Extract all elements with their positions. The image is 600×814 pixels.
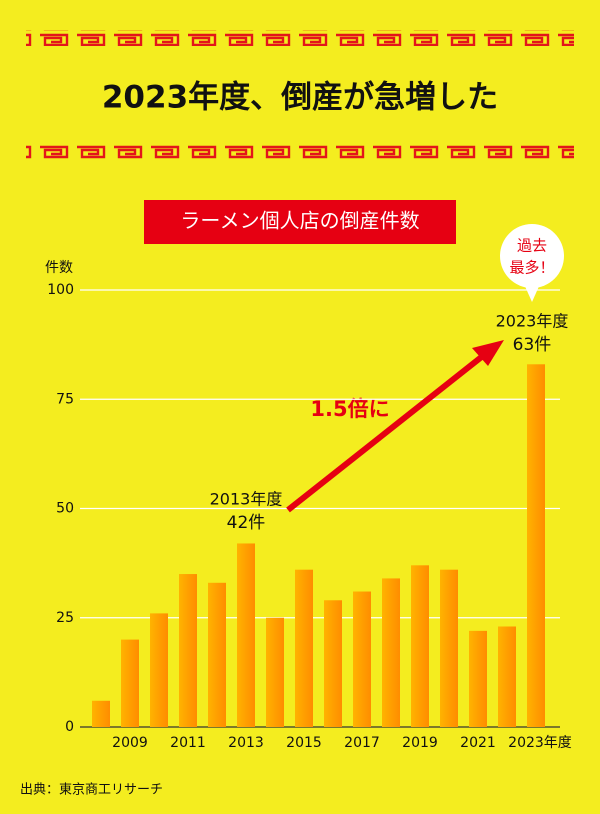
x-tick-label: 2011 xyxy=(170,735,206,751)
annotation: 2023年度 xyxy=(496,312,569,331)
x-tick-label: 2013 xyxy=(228,735,264,751)
bubble-text: 過去 xyxy=(517,237,547,255)
bar xyxy=(527,364,545,727)
bar xyxy=(150,613,168,727)
y-tick-label: 100 xyxy=(47,282,74,298)
bar xyxy=(208,582,226,727)
arrow-head xyxy=(472,340,504,366)
bar xyxy=(440,569,458,727)
x-tick-label: 2015 xyxy=(286,735,322,751)
bar xyxy=(179,574,197,727)
arrow-shaft xyxy=(286,352,486,513)
decoration xyxy=(26,144,574,160)
x-tick-label: 2017 xyxy=(344,735,380,751)
bar xyxy=(353,591,371,727)
source: 出典：東京商工リサーチ xyxy=(20,782,163,798)
x-tick-label: 2023年度 xyxy=(508,735,572,751)
y-tick-label: 75 xyxy=(56,391,74,407)
bar xyxy=(92,700,110,727)
bar xyxy=(266,617,284,727)
bar xyxy=(295,569,313,727)
annotation: 1.5倍に xyxy=(310,397,389,421)
y-tick-label: 50 xyxy=(56,501,74,517)
bar xyxy=(121,639,139,727)
bar xyxy=(382,578,400,727)
annotation: 63件 xyxy=(513,335,552,355)
decoration xyxy=(26,30,574,46)
bubble-text: 最多！ xyxy=(509,259,554,277)
bar xyxy=(411,565,429,727)
chart-title: 2023年度、倒産が急増した xyxy=(102,80,498,116)
x-tick-label: 2019 xyxy=(402,735,438,751)
subtitle: ラーメン個人店の倒産件数 xyxy=(180,209,419,233)
y-tick-label: 25 xyxy=(56,610,74,626)
overlay xyxy=(286,340,504,513)
bar xyxy=(469,630,487,727)
speech-bubble xyxy=(500,224,564,288)
bar xyxy=(324,600,342,727)
annotation: 2013年度 xyxy=(210,490,283,509)
speech-bubble-tail xyxy=(524,284,540,302)
subtitle-box xyxy=(144,200,456,244)
y-tick-label: 0 xyxy=(65,719,74,735)
bar xyxy=(498,626,516,727)
plot: 0 25 50 75 100 2009 2011 2013 2015 2017 2019 2021 20… xyxy=(47,282,572,751)
bar xyxy=(237,543,255,727)
annotation: 42件 xyxy=(227,513,266,533)
x-tick-label: 2009 xyxy=(112,735,148,751)
y-axis-label: 件数 xyxy=(45,260,73,276)
x-tick-label: 2021 xyxy=(460,735,496,751)
